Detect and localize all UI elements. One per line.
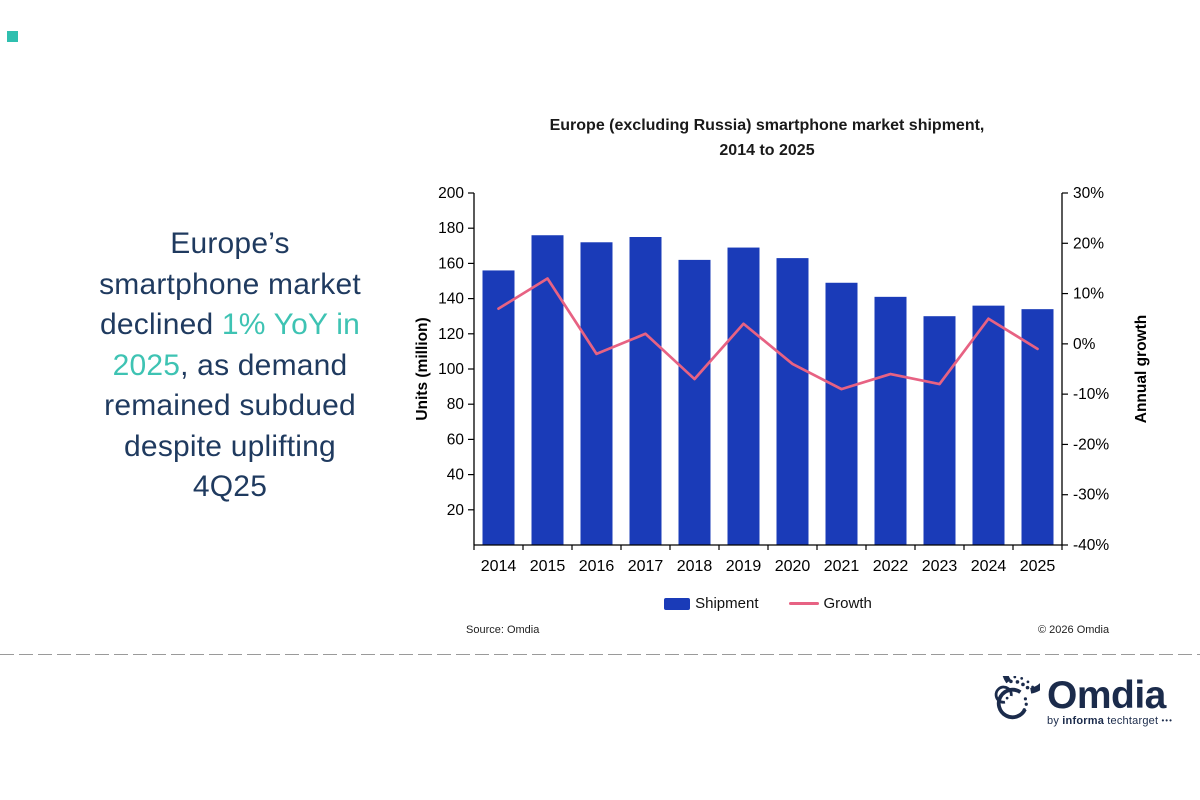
shipment-bar-2018 (678, 259, 711, 545)
left-tick-label: 40 (447, 467, 465, 484)
slide-accent-square (7, 31, 18, 42)
shipment-bar-2020 (776, 258, 809, 545)
right-tick-label: 30% (1073, 185, 1104, 202)
left-tick-label: 180 (438, 220, 464, 237)
x-axis-label: 2021 (824, 558, 860, 575)
x-axis-label: 2017 (628, 558, 664, 575)
combo-chart: 200 180 160 140 120 100 80 60 40 20 30% 20% 10% 0% -10… (414, 185, 1150, 575)
x-axis-label: 2022 (873, 558, 909, 575)
copyright-label: © 2026 Omdia (1038, 624, 1110, 636)
x-axis-label: 2019 (726, 558, 762, 575)
shipment-bar-2015 (531, 235, 564, 546)
chart-title-line1: Europe (excluding Russia) smartphone mar… (549, 117, 985, 134)
chart-legend: Shipment Growth (474, 595, 1062, 612)
shipment-bar-2017 (629, 237, 662, 545)
right-tick-label: 20% (1073, 235, 1104, 252)
left-tick-label: 140 (438, 291, 464, 308)
x-axis-label: 2018 (677, 558, 713, 575)
source-label: Source: Omdia (466, 624, 540, 636)
shipment-bar-2023 (923, 316, 956, 545)
logo-dots (1005, 676, 1034, 712)
omdia-logo-icon (994, 676, 1040, 720)
left-tick-label: 100 (438, 361, 464, 378)
legend-item-growth: Growth (788, 595, 872, 612)
x-axis-label: 2023 (922, 558, 958, 575)
legend-item-shipment: Shipment (664, 595, 759, 612)
headline-text: Europe’s smartphone market declined 1% Y… (26, 224, 434, 508)
x-axis-label: 2015 (530, 558, 566, 575)
right-tick-label: 0% (1073, 336, 1096, 353)
right-tick-label: -10% (1073, 386, 1109, 403)
shipment-bar-2024 (972, 305, 1005, 545)
headline-highlight: 1% YoY in 2025 (112, 308, 360, 382)
right-tick-label: -40% (1073, 537, 1109, 554)
shipment-bar-2016 (580, 242, 613, 545)
left-tick-label: 160 (438, 255, 464, 272)
x-axis-label: 2020 (775, 558, 811, 575)
left-tick-label: 20 (447, 502, 465, 519)
legend-label-shipment: Shipment (695, 595, 759, 612)
shipment-bar-2014 (482, 270, 515, 545)
shipment-bar-2019 (727, 247, 760, 545)
shipment-bar-2022 (874, 296, 907, 545)
right-tick-label: -20% (1073, 436, 1109, 453)
x-axis-label: 2016 (579, 558, 615, 575)
chart-title: Europe (excluding Russia) smartphone mar… (455, 113, 1079, 163)
right-tick-label: 10% (1073, 286, 1104, 303)
divider-line (0, 654, 1200, 655)
headline-segment: , as demand remained subdued despite upl… (104, 348, 356, 504)
shipment-swatch-icon (664, 597, 691, 610)
growth-line-swatch-icon (788, 602, 819, 605)
left-tick-label: 120 (438, 326, 464, 343)
tagline-informa: informa (1062, 715, 1105, 727)
left-axis-title: Units (million) (414, 317, 431, 420)
tagline-dots-icon: ••• (1161, 716, 1173, 725)
omdia-tagline: by informa techtarget ••• (1047, 715, 1173, 727)
x-axis-label: 2024 (971, 558, 1007, 575)
right-tick-label: -30% (1073, 487, 1109, 504)
omdia-logo: Omdia by informa techtarget ••• (985, 676, 1173, 731)
right-axis-title: Annual growth (1133, 315, 1150, 424)
tagline-by: by (1047, 715, 1063, 727)
tagline-techtarget: techtarget (1104, 715, 1162, 727)
left-tick-label: 200 (438, 185, 464, 202)
omdia-wordmark: Omdia (1047, 674, 1166, 717)
chart-title-line2: 2014 to 2025 (719, 142, 815, 159)
growth-line (497, 277, 1039, 391)
shipment-bar-2021 (825, 282, 858, 545)
x-axis-label: 2025 (1020, 558, 1056, 575)
x-axis-label: 2014 (481, 558, 517, 575)
headline-segment: Europe’s smartphone market declined (99, 227, 361, 341)
shipment-bar-2025 (1021, 309, 1054, 545)
legend-label-growth: Growth (823, 595, 872, 612)
left-tick-label: 60 (447, 431, 465, 448)
left-tick-label: 80 (447, 396, 465, 413)
